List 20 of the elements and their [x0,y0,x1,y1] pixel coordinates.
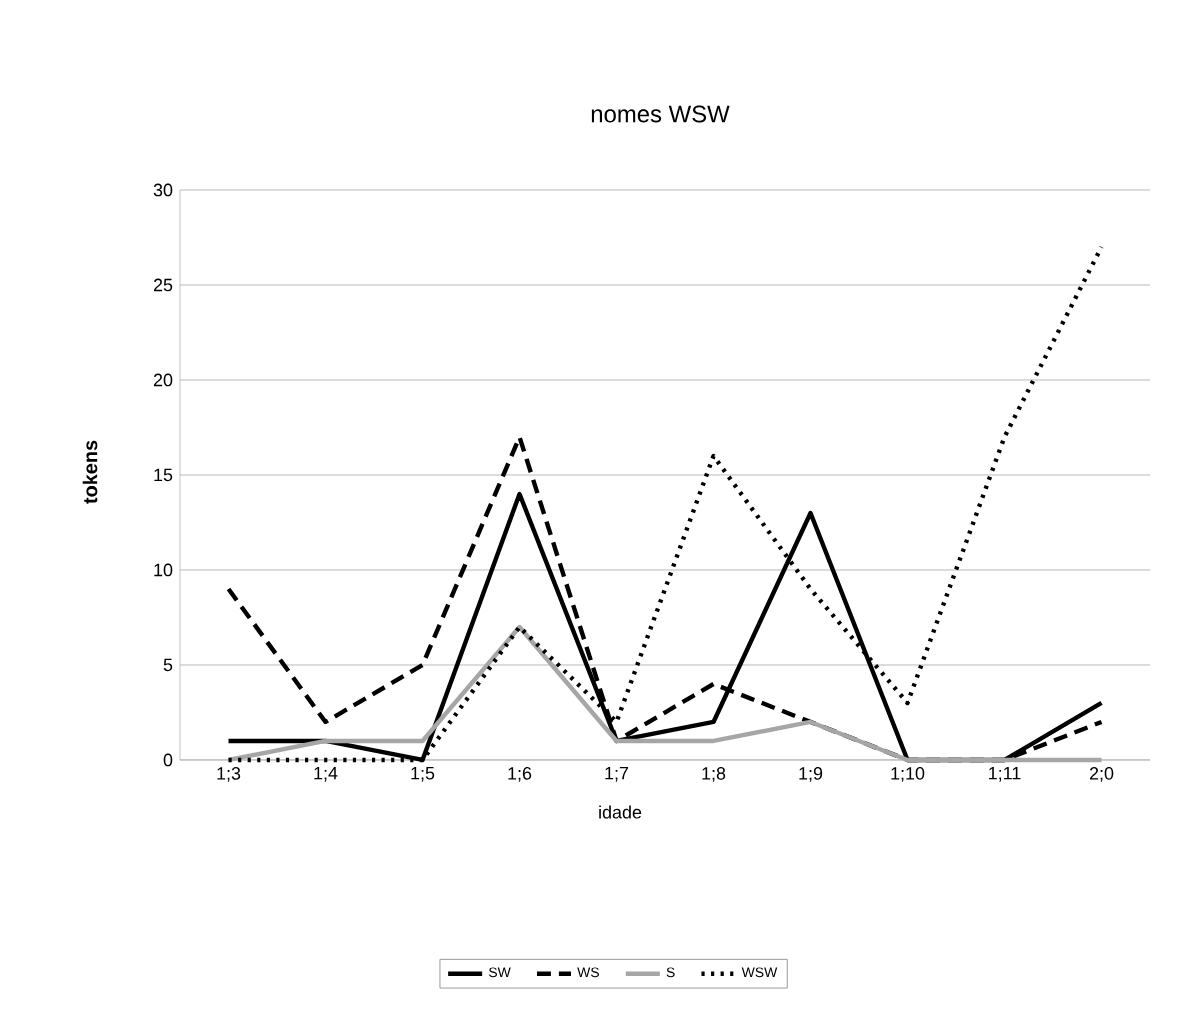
x-axis-title: idade [599,805,642,819]
x-tick-label: 1;6 [508,767,532,782]
x-tick-label: 1;5 [411,767,435,782]
x-tick-label: 2;0 [1089,767,1114,782]
y-tick-label: 5 [163,658,173,672]
x-tick-label: 1;9 [799,767,823,782]
y-tick-label: 20 [153,373,173,387]
y-tick-label: 30 [153,183,173,197]
x-tick-label: 1;10 [891,767,925,782]
y-axis-title: tokens [82,440,98,504]
x-tick-label: 1;3 [217,767,241,782]
x-tick-label: 1;7 [605,767,629,782]
y-tick-label: 25 [153,278,173,292]
x-tick-label: 1;8 [702,767,726,782]
x-tick-label: 1;4 [314,767,338,782]
y-tick-label: 10 [154,563,173,577]
y-tick-label: 0 [163,753,173,767]
x-tick-label: 1;11 [989,767,1021,782]
chart-title: nomes WSW [591,105,730,123]
y-tick-label: 15 [154,468,173,482]
